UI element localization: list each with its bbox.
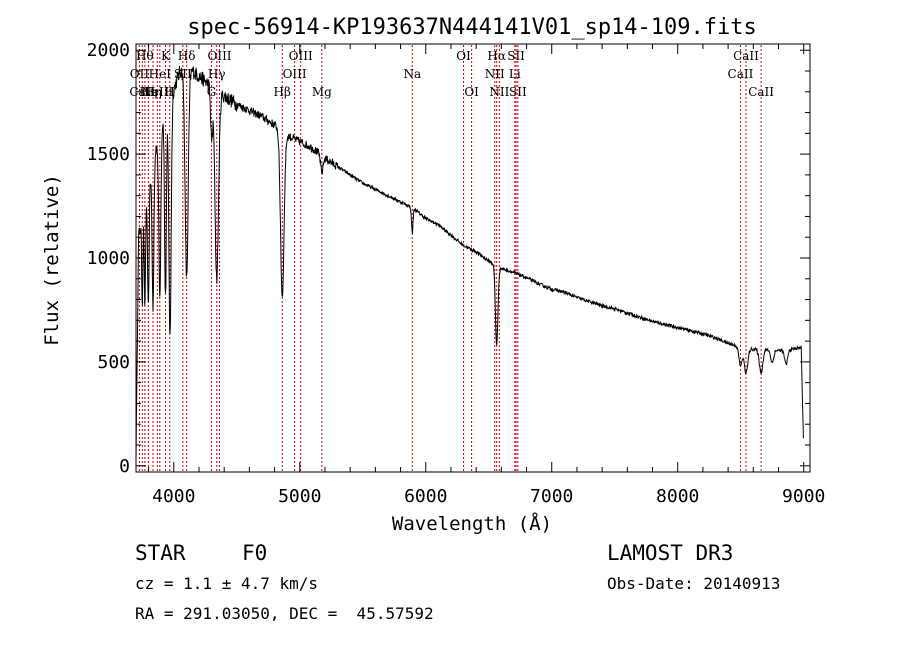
x-tick-label: 6000 xyxy=(404,486,447,507)
marker-label: H xyxy=(165,85,175,99)
line-markers xyxy=(138,45,762,471)
survey-name: LAMOST DR3 xyxy=(607,541,733,565)
marker-label: SII xyxy=(507,49,525,63)
marker-label: Hη xyxy=(144,85,162,99)
marker-label: NII xyxy=(489,85,509,99)
x-tick-label: 8000 xyxy=(656,486,699,507)
x-tick-label: 9000 xyxy=(782,486,825,507)
spectrum-line xyxy=(135,65,804,464)
marker-label: NeIII xyxy=(141,85,173,99)
marker-label: Hγ xyxy=(208,67,226,81)
marker-label: Mg xyxy=(312,85,332,99)
x-axis-label: Wavelength (Å) xyxy=(392,512,552,535)
marker-label: OIII xyxy=(207,49,231,63)
marker-label: Hη xyxy=(140,85,158,99)
marker-label: Li xyxy=(509,67,521,81)
y-axis-ticks: 0 500 1000 1500 2000 xyxy=(87,40,810,477)
object-type: STAR xyxy=(135,541,186,565)
marker-label: NII xyxy=(485,67,505,81)
y-tick-label: 0 xyxy=(119,456,130,477)
marker-label: CaII xyxy=(733,49,759,63)
marker-label: CaII xyxy=(748,85,774,99)
coordinates-text: RA = 291.03050, DEC = 45.57592 xyxy=(135,604,434,623)
y-tick-label: 1000 xyxy=(87,248,130,269)
redshift-text: cz = 1.1 ± 4.7 km/s xyxy=(135,574,318,593)
marker-label: HeI xyxy=(149,67,172,81)
x-tick-label: 4000 xyxy=(152,486,195,507)
x-axis-ticks: 4000 5000 6000 7000 8000 9000 xyxy=(148,44,825,507)
marker-label: CaII xyxy=(728,67,754,81)
marker-label: Hθ xyxy=(136,49,154,63)
marker-label: K xyxy=(161,49,171,63)
x-tick-label: 5000 xyxy=(278,486,321,507)
marker-label: G xyxy=(207,85,217,99)
marker-label: OI xyxy=(456,49,471,63)
marker-label: OIII xyxy=(283,67,307,81)
marker-label: Hα xyxy=(487,49,506,63)
y-tick-label: 500 xyxy=(97,352,130,373)
marker-label: Hβ xyxy=(274,85,291,99)
marker-label: SII xyxy=(509,85,527,99)
marker-label: OIII xyxy=(289,49,313,63)
chart-title: spec-56914-KP193637N444141V01_sp14-109.f… xyxy=(187,15,757,40)
x-tick-label: 7000 xyxy=(530,486,573,507)
marker-label: Hδ xyxy=(178,49,196,63)
marker-label: Na xyxy=(403,67,421,81)
marker-label: OII xyxy=(130,67,150,81)
y-tick-label: 1500 xyxy=(87,144,130,165)
marker-label: OI xyxy=(464,85,479,99)
observation-date: Obs-Date: 20140913 xyxy=(607,574,780,593)
y-axis-label: Flux (relative) xyxy=(41,174,63,346)
y-tick-label: 2000 xyxy=(87,40,130,61)
object-subclass: F0 xyxy=(242,541,267,565)
